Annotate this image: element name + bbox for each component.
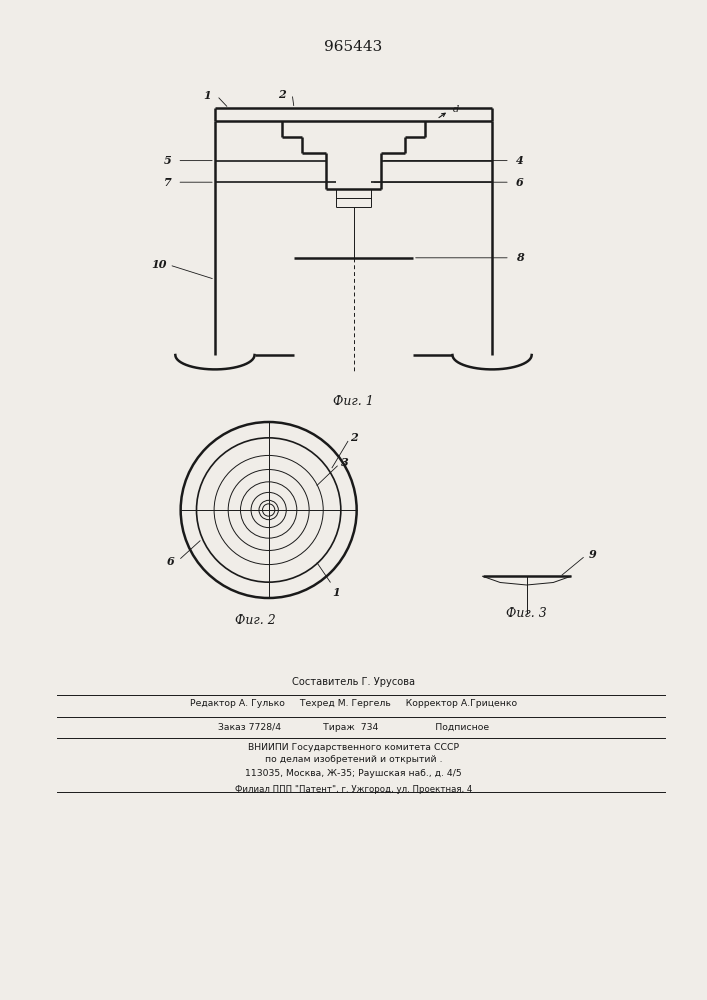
Text: 5: 5 [163,155,171,166]
Text: 6: 6 [516,177,524,188]
Text: 2: 2 [279,89,286,100]
Text: 7: 7 [163,177,171,188]
Text: d: d [452,105,459,114]
Text: Фиг. 3: Фиг. 3 [506,607,547,620]
Text: 4: 4 [516,155,524,166]
Text: 1: 1 [203,90,211,101]
Text: 113035, Москва, Ж-35; Раушская наб., д. 4/5: 113035, Москва, Ж-35; Раушская наб., д. … [245,770,462,778]
Text: Составитель Г. Урусова: Составитель Г. Урусова [292,677,415,687]
Text: 965443: 965443 [325,40,382,54]
Text: 10: 10 [152,259,168,270]
Text: 6: 6 [167,556,175,567]
Text: 2: 2 [351,432,358,443]
Text: 1: 1 [332,587,340,598]
Text: Фиг. 2: Фиг. 2 [235,614,276,627]
Text: ВНИИПИ Государственного комитета СССР: ВНИИПИ Государственного комитета СССР [248,742,459,752]
Text: Редактор А. Гулько     Техред М. Гергель     Корректор А.Гриценко: Редактор А. Гулько Техред М. Гергель Кор… [190,700,517,708]
Text: по делам изобретений и открытий .: по делам изобретений и открытий . [264,756,443,764]
Text: Фиг. 1: Фиг. 1 [333,395,374,408]
Text: 8: 8 [516,252,524,263]
Text: Заказ 7728/4              Тираж  734                   Подписное: Заказ 7728/4 Тираж 734 Подписное [218,724,489,732]
Text: 9: 9 [589,550,596,560]
Text: 3: 3 [341,457,349,468]
Text: Филиал ППП "Патент", г. Ужгород, ул. Проектная, 4: Филиал ППП "Патент", г. Ужгород, ул. Про… [235,786,472,794]
